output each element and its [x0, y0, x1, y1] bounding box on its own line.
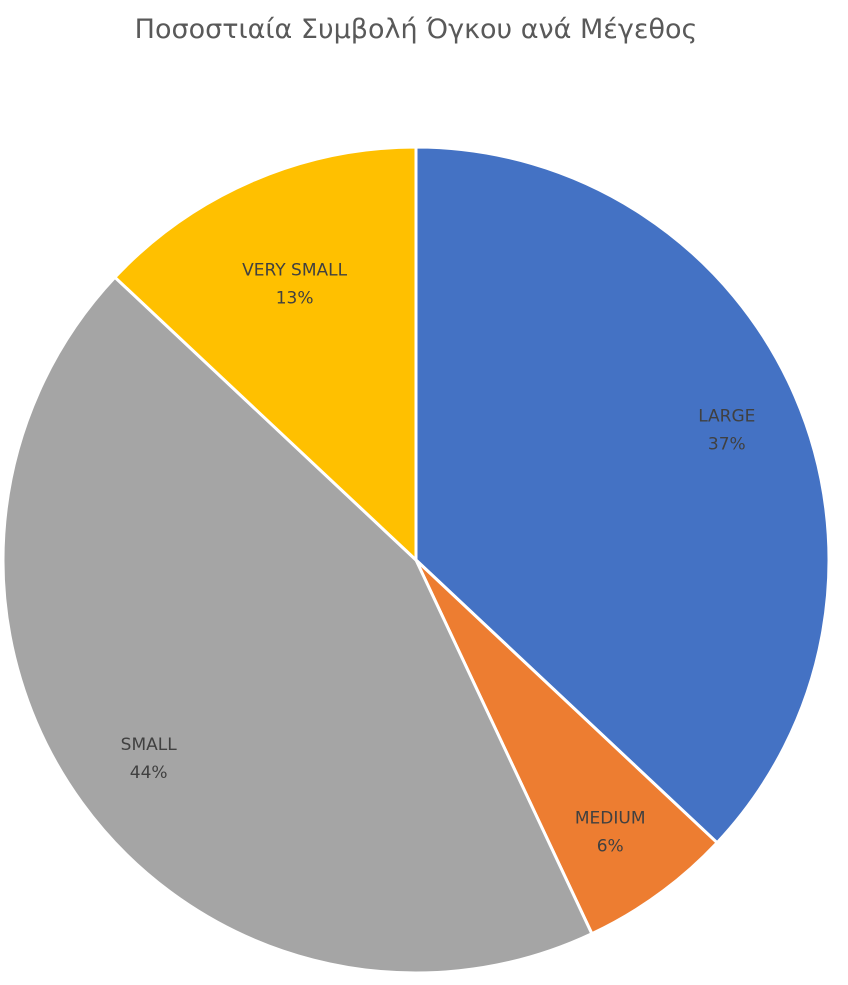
- slice-label-category: MEDIUM: [575, 808, 646, 828]
- slice-label-percent: 37%: [708, 435, 746, 455]
- slice-label-category: LARGE: [698, 407, 755, 427]
- pie-slice-medium: [414, 558, 719, 936]
- pie-slices: [1, 145, 831, 975]
- slice-label-category: VERY SMALL: [242, 261, 347, 281]
- chart-title: Ποσοστιαία Συμβολή Όγκου ανά Μέγεθος: [135, 14, 698, 45]
- slice-label-percent: 13%: [276, 289, 314, 309]
- pie-slice-large: [414, 145, 831, 845]
- pie-slice-very-small: [113, 145, 418, 562]
- pie-data-labels: LARGE 37% MEDIUM 6% SMALL 44% VERY SMALL 13%: [121, 261, 756, 857]
- slice-label-category: SMALL: [121, 735, 178, 755]
- slice-label-percent: 6%: [597, 836, 624, 856]
- pie-slice-small: [1, 275, 594, 975]
- slice-label-percent: 44%: [130, 763, 168, 783]
